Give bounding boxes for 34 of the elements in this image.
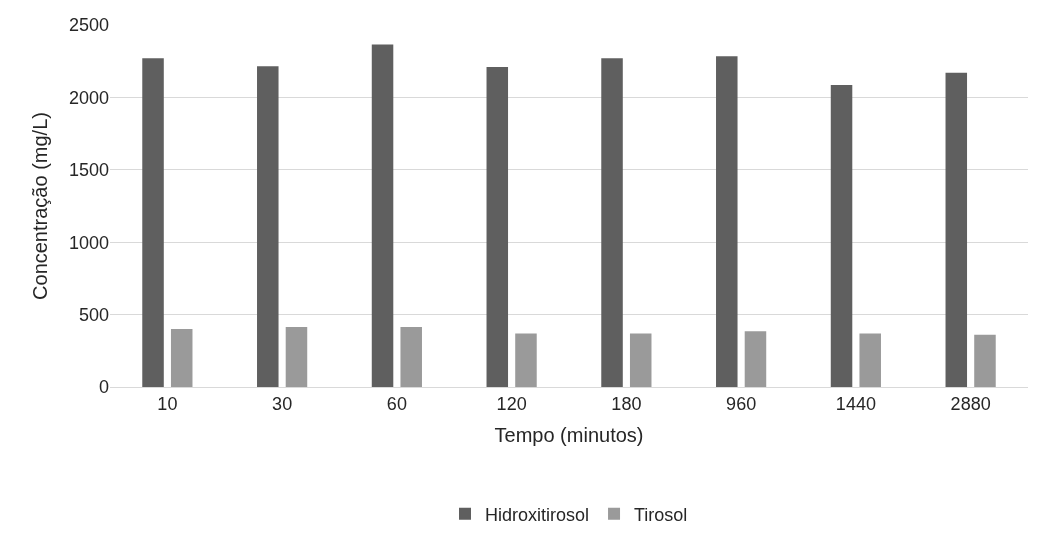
y-axis-title: Concentração (mg/L) xyxy=(29,112,52,300)
y-tick-label: 1000 xyxy=(68,232,109,253)
x-tick-label: 10 xyxy=(157,393,178,414)
y-tick-label: 1500 xyxy=(68,160,109,181)
bar xyxy=(974,334,996,387)
legend-label: Tirosol xyxy=(634,504,688,525)
legend-label: Hidroxitirosol xyxy=(485,504,590,525)
bar xyxy=(629,333,652,387)
bar xyxy=(285,326,308,387)
x-tick-label: 1440 xyxy=(835,393,876,414)
bar xyxy=(859,333,881,387)
bar xyxy=(371,44,394,387)
x-tick-label: 120 xyxy=(496,393,527,414)
bar xyxy=(170,329,193,387)
bar xyxy=(830,85,853,387)
x-tick-label: 180 xyxy=(611,393,642,414)
y-tick-label: 0 xyxy=(98,377,109,398)
x-axis-title: Tempo (minutos) xyxy=(494,424,644,447)
x-tick-label: 2880 xyxy=(950,393,991,414)
y-tick-label: 2500 xyxy=(68,15,109,36)
bar xyxy=(400,326,422,387)
bar xyxy=(744,331,767,387)
x-tick-label: 60 xyxy=(386,393,407,414)
y-tick-label: 2000 xyxy=(68,87,109,108)
bar xyxy=(486,66,509,387)
x-tick-label: 30 xyxy=(272,393,293,414)
bar xyxy=(257,66,279,387)
y-tick-label: 500 xyxy=(78,304,109,325)
bar xyxy=(142,58,164,387)
bar xyxy=(945,72,968,387)
x-tick-label: 960 xyxy=(726,393,757,414)
bar xyxy=(601,58,623,387)
bar xyxy=(716,56,738,387)
bar xyxy=(515,333,537,387)
